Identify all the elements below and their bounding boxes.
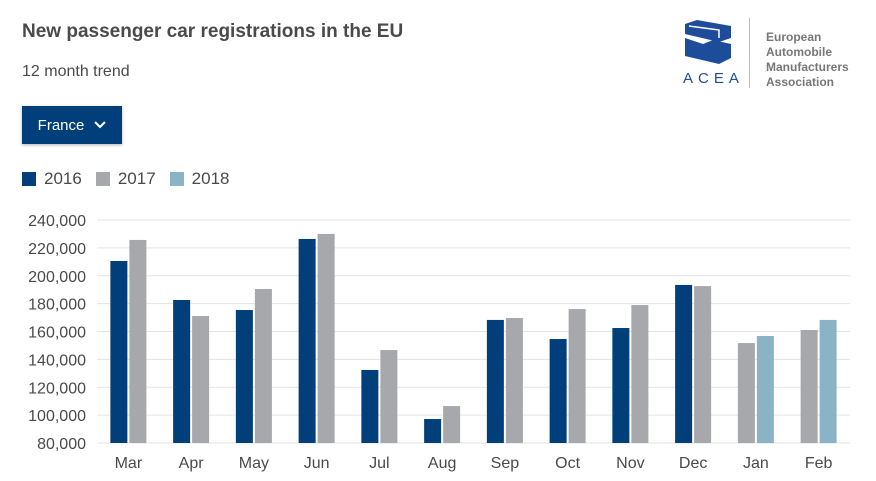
y-tick-label: 180,000 [28, 297, 86, 314]
bar-2017-Jan [737, 343, 755, 443]
bar-2016-Oct [549, 339, 567, 443]
bar-2017-Dec [694, 286, 712, 443]
x-tick-label: Apr [179, 455, 205, 472]
bar-2016-Jul [361, 369, 379, 443]
legend-swatch [95, 172, 110, 186]
acea-cube-icon [685, 20, 731, 64]
bar-2016-Apr [173, 300, 191, 443]
y-tick-label: 240,000 [28, 213, 86, 230]
y-tick-label: 140,000 [28, 352, 86, 369]
x-tick-label: Dec [679, 455, 707, 472]
bar-2016-Nov [612, 328, 630, 443]
bar-2017-May [254, 288, 272, 443]
bar-2018-Feb [819, 319, 837, 443]
x-tick-label: Nov [616, 455, 644, 472]
x-tick-label: Jan [743, 455, 769, 472]
y-tick-label: 200,000 [28, 269, 86, 286]
y-tick-label: 220,000 [28, 241, 86, 258]
legend-label: 2017 [117, 169, 156, 188]
logo-divider [749, 18, 750, 88]
bar-2017-Mar [129, 239, 147, 443]
x-tick-label: Jul [369, 455, 389, 472]
bar-2016-Mar [110, 260, 128, 443]
page-subtitle: 12 month trend [22, 63, 130, 80]
bar-2016-Sep [486, 319, 504, 443]
x-tick-label: Sep [491, 455, 520, 472]
legend-swatch [169, 172, 184, 186]
acea-logo: ACEA European Automobile Manufacturers Asso… [683, 18, 849, 89]
chevron-down-icon [94, 121, 107, 129]
page-title: New passenger car registrations in the E… [22, 21, 404, 42]
y-tick-label: 100,000 [28, 408, 86, 425]
bar-2017-Aug [443, 406, 461, 443]
bar-2017-Apr [192, 316, 210, 443]
bar-2017-Oct [568, 309, 586, 443]
y-tick-label: 120,000 [28, 380, 86, 397]
bar-2018-Jan [756, 335, 774, 443]
bar-2017-Feb [800, 329, 818, 443]
bar-2016-Jun [298, 238, 316, 443]
bar-2016-Dec [675, 284, 693, 443]
bar-2016-Aug [424, 419, 442, 443]
bar-2017-Jun [317, 233, 335, 443]
x-tick-label: May [239, 455, 269, 472]
logo-text: European Automobile Manufacturers Associati… [766, 30, 849, 89]
legend-item-2016[interactable]: 2016 [22, 169, 82, 189]
legend-label: 2018 [191, 169, 230, 188]
legend-swatch [22, 172, 36, 186]
bar-2017-Nov [631, 305, 649, 443]
y-tick-label: 160,000 [28, 325, 86, 342]
chart-legend: 2016 2017 2018 [22, 169, 229, 189]
legend-item-2018[interactable]: 2018 [169, 169, 230, 189]
x-tick-label: Oct [555, 455, 580, 472]
legend-label: 2016 [44, 169, 82, 188]
legend-item-2017[interactable]: 2017 [95, 169, 156, 189]
bar-2017-Sep [505, 317, 523, 443]
x-tick-label: Jun [304, 455, 330, 472]
x-tick-label: Feb [805, 455, 833, 472]
logo-acronym: ACEA [683, 70, 744, 87]
bar-2017-Jul [380, 350, 398, 443]
dropdown-value: France [37, 116, 85, 134]
y-tick-label: 80,000 [37, 436, 86, 453]
x-tick-label: Aug [428, 455, 456, 472]
bar-2016-May [235, 310, 253, 443]
country-dropdown[interactable]: France [22, 106, 122, 144]
x-tick-label: Mar [115, 455, 143, 472]
